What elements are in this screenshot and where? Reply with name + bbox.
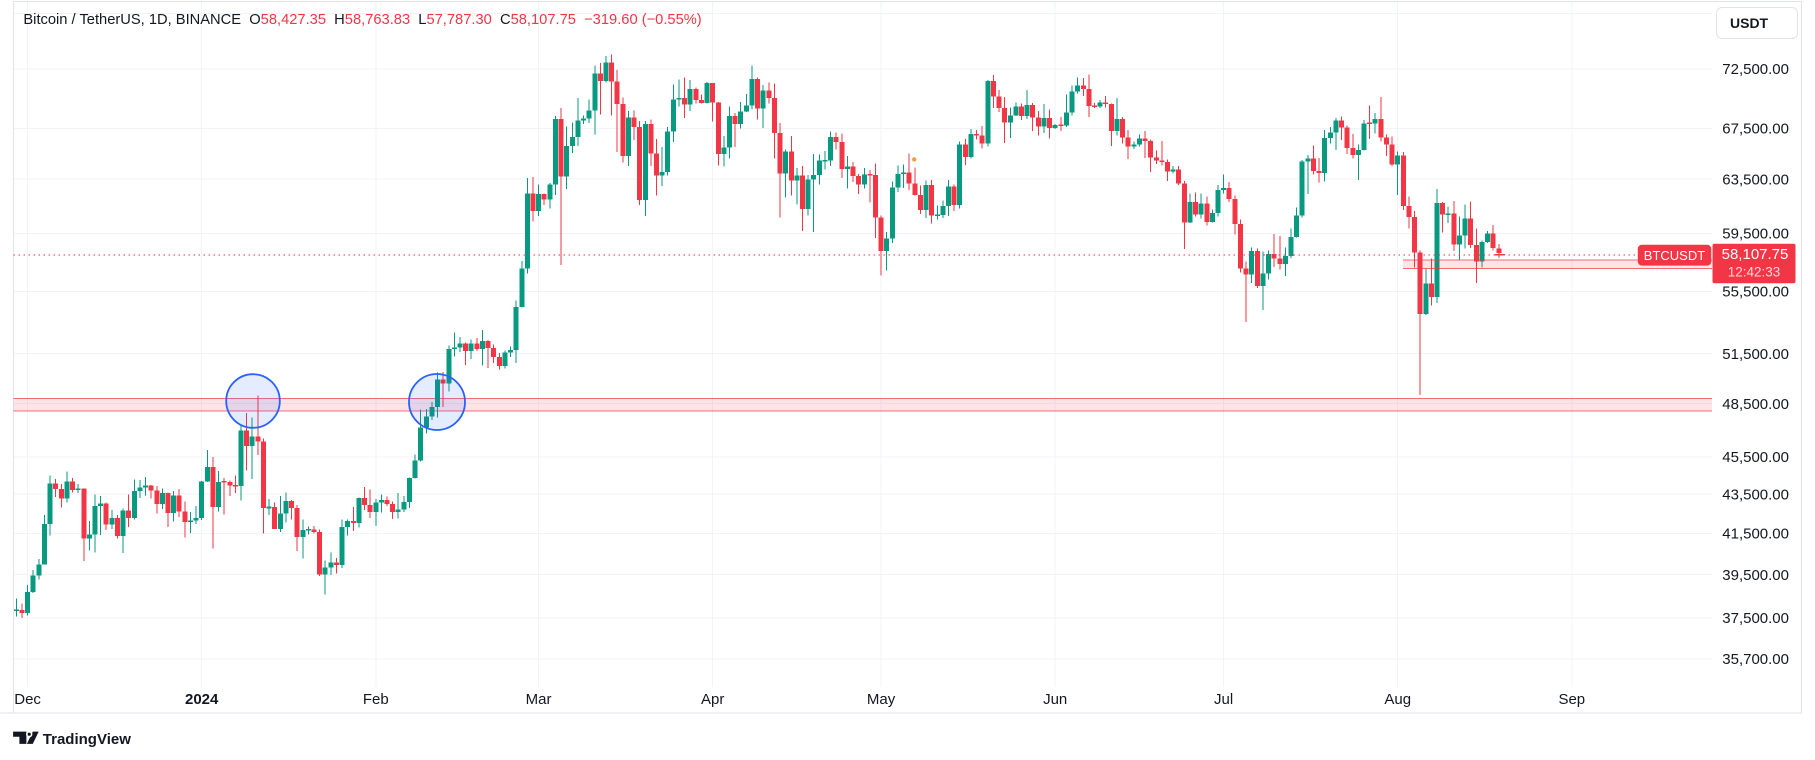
svg-text:Mar: Mar <box>526 691 552 708</box>
svg-text:May: May <box>867 691 896 708</box>
svg-text:72,500.00: 72,500.00 <box>1722 61 1789 78</box>
svg-text:55,500.00: 55,500.00 <box>1722 284 1789 301</box>
svg-text:39,500.00: 39,500.00 <box>1722 567 1789 584</box>
svg-text:63,500.00: 63,500.00 <box>1722 171 1789 188</box>
svg-text:Feb: Feb <box>363 691 389 708</box>
svg-text:67,500.00: 67,500.00 <box>1722 121 1789 138</box>
svg-text:41,500.00: 41,500.00 <box>1722 526 1789 543</box>
svg-text:TradingView: TradingView <box>43 731 131 748</box>
svg-text:2024: 2024 <box>185 691 219 708</box>
svg-text:Sep: Sep <box>1558 691 1585 708</box>
svg-text:48,500.00: 48,500.00 <box>1722 396 1789 413</box>
svg-text:BTCUSDT: BTCUSDT <box>1644 248 1705 263</box>
svg-text:Jun: Jun <box>1043 691 1067 708</box>
svg-text:35,700.00: 35,700.00 <box>1722 651 1789 668</box>
svg-text:58,107.75: 58,107.75 <box>1722 246 1789 263</box>
svg-text:Aug: Aug <box>1384 691 1411 708</box>
svg-text:59,500.00: 59,500.00 <box>1722 226 1789 243</box>
svg-text:45,500.00: 45,500.00 <box>1722 449 1789 466</box>
svg-text:43,500.00: 43,500.00 <box>1722 486 1789 503</box>
svg-text:Dec: Dec <box>14 691 41 708</box>
svg-text:Jul: Jul <box>1214 691 1233 708</box>
svg-text:51,500.00: 51,500.00 <box>1722 346 1789 363</box>
svg-text:37,500.00: 37,500.00 <box>1722 610 1789 627</box>
svg-text:Apr: Apr <box>701 691 724 708</box>
svg-text:12:42:33: 12:42:33 <box>1728 265 1781 280</box>
